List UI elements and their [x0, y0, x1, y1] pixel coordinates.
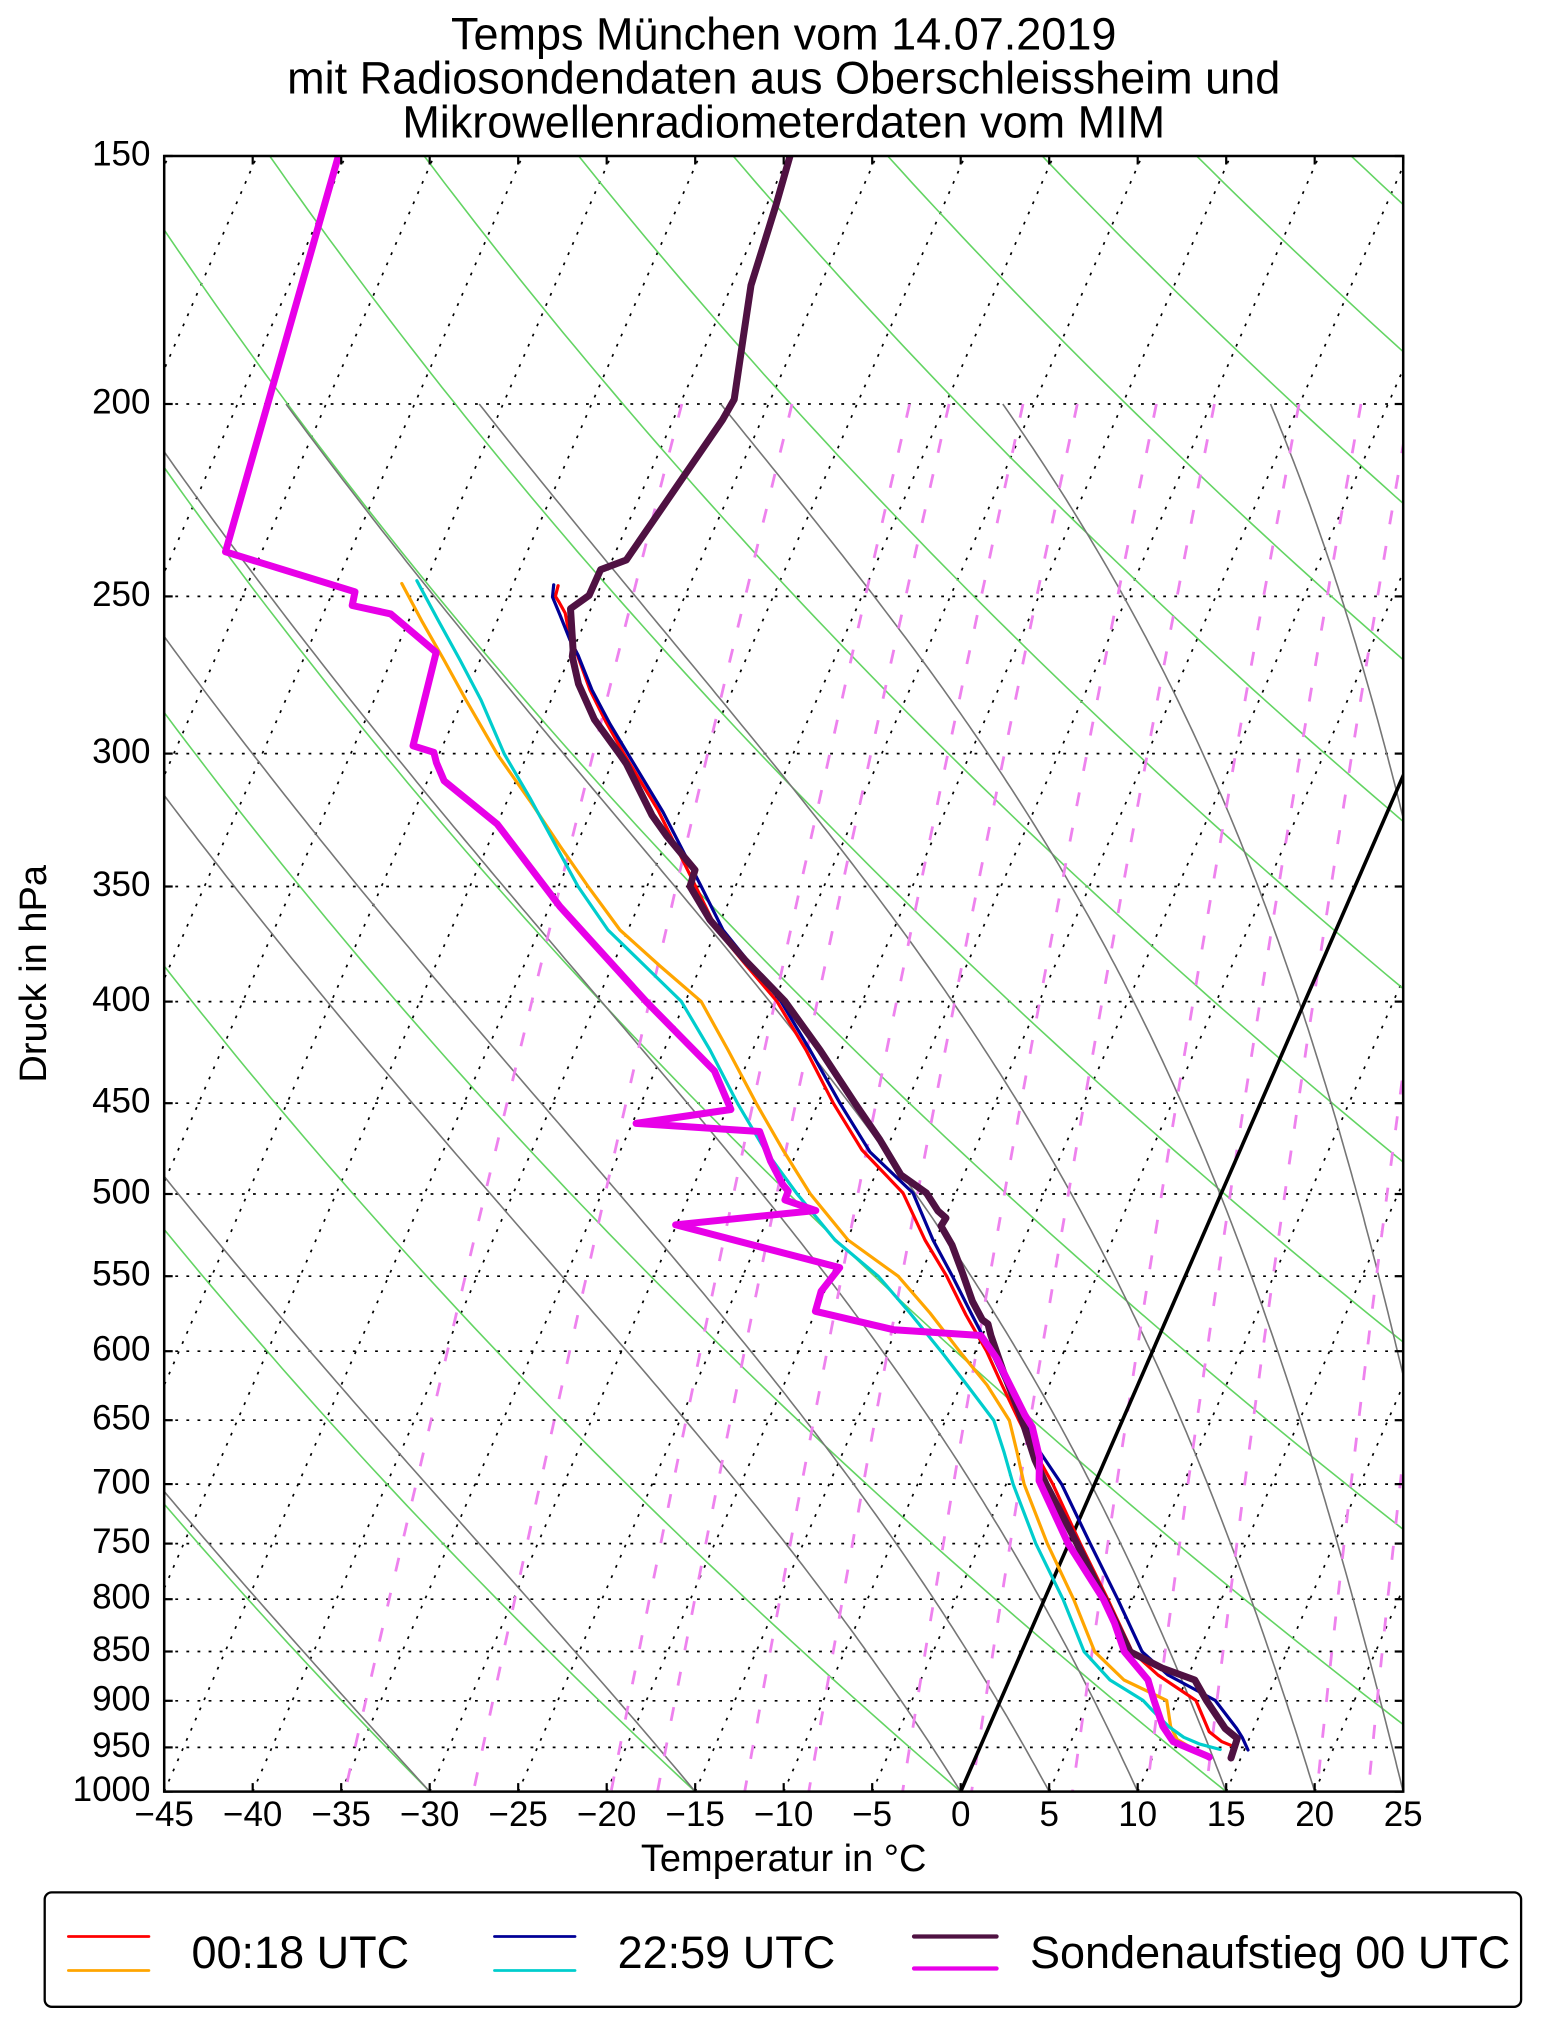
svg-text:700: 700 [92, 1463, 150, 1502]
svg-text:750: 750 [92, 1522, 150, 1561]
svg-text:−20: −20 [577, 1795, 636, 1834]
svg-text:800: 800 [92, 1578, 150, 1617]
svg-text:200: 200 [92, 383, 150, 422]
svg-text:600: 600 [92, 1330, 150, 1369]
svg-text:15: 15 [1207, 1795, 1246, 1834]
svg-text:900: 900 [92, 1679, 150, 1718]
svg-text:−40: −40 [223, 1795, 282, 1834]
svg-text:−45: −45 [135, 1795, 194, 1834]
svg-text:250: 250 [92, 575, 150, 614]
svg-text:5: 5 [1039, 1795, 1058, 1834]
svg-text:10: 10 [1118, 1795, 1157, 1834]
svg-text:0: 0 [951, 1795, 970, 1834]
svg-text:150: 150 [92, 135, 150, 174]
svg-text:22:59 UTC: 22:59 UTC [618, 1927, 836, 1978]
svg-text:−25: −25 [489, 1795, 548, 1834]
svg-text:−5: −5 [852, 1795, 892, 1834]
svg-text:−35: −35 [312, 1795, 371, 1834]
svg-text:−15: −15 [666, 1795, 725, 1834]
svg-text:450: 450 [92, 1082, 150, 1121]
svg-text:−10: −10 [754, 1795, 813, 1834]
svg-text:300: 300 [92, 732, 150, 771]
svg-text:500: 500 [92, 1173, 150, 1212]
svg-text:Druck in hPa: Druck in hPa [13, 864, 55, 1082]
svg-text:400: 400 [92, 980, 150, 1019]
svg-text:850: 850 [92, 1630, 150, 1669]
svg-text:550: 550 [92, 1255, 150, 1294]
svg-text:mit Radiosondendaten aus Obers: mit Radiosondendaten aus Oberschleisshei… [287, 53, 1280, 104]
svg-text:1000: 1000 [73, 1770, 151, 1809]
svg-text:350: 350 [92, 865, 150, 904]
svg-text:950: 950 [92, 1726, 150, 1765]
svg-text:20: 20 [1295, 1795, 1334, 1834]
svg-text:Mikrowellenradiometerdaten vom: Mikrowellenradiometerdaten vom MIM [402, 97, 1165, 148]
svg-text:Temperatur in °C: Temperatur in °C [641, 1838, 927, 1880]
svg-text:25: 25 [1384, 1795, 1423, 1834]
svg-text:−30: −30 [400, 1795, 459, 1834]
svg-text:650: 650 [92, 1399, 150, 1438]
svg-text:00:18 UTC: 00:18 UTC [192, 1927, 410, 1978]
svg-text:Temps München vom 14.07.2019: Temps München vom 14.07.2019 [451, 9, 1116, 60]
svg-text:Sondenaufstieg 00 UTC: Sondenaufstieg 00 UTC [1030, 1927, 1510, 1978]
